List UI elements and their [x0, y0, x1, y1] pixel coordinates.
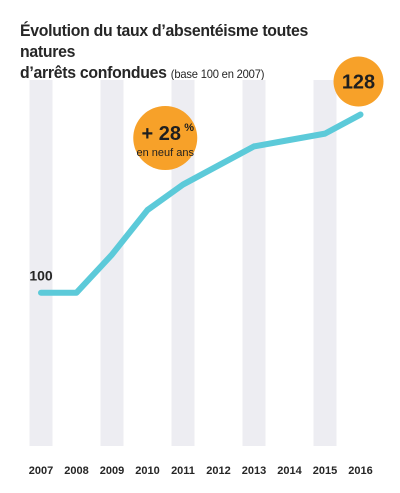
x-tick-2008: 2008: [64, 465, 88, 477]
x-tick-2009: 2009: [100, 465, 124, 477]
x-tick-2011: 2011: [171, 465, 195, 477]
year-band-2009: [100, 80, 124, 446]
x-tick-2016: 2016: [348, 465, 372, 477]
title-subtitle: (base 100 en 2007): [170, 67, 265, 81]
x-tick-2012: 2012: [206, 465, 230, 477]
year-band-2007: [29, 80, 53, 446]
title-line-1: Évolution du taux d’absentéisme toutes n…: [20, 21, 309, 61]
year-band-2013: [242, 80, 266, 446]
growth-bubble: [133, 106, 198, 170]
growth-unit-label: %: [184, 122, 194, 134]
x-tick-2013: 2013: [242, 465, 266, 477]
end-value-label: 128: [342, 72, 375, 94]
value-labels: 100 128 + 28 % en neuf ans: [29, 56, 384, 284]
x-tick-2010: 2010: [135, 465, 159, 477]
series-line-group: [38, 111, 364, 296]
x-tick-labels: 2007 2008 2009 2010 2011 2012 2013 2014 2015 2016: [29, 465, 373, 477]
year-band-2011: [171, 80, 195, 446]
year-band-2015: [313, 80, 337, 446]
growth-value-label: + 28: [142, 123, 181, 145]
x-tick-2014: 2014: [277, 465, 302, 477]
end-value-bubble: [333, 56, 384, 107]
x-tick-2015: 2015: [313, 465, 337, 477]
x-tick-2007: 2007: [29, 465, 53, 477]
start-value-label: 100: [29, 268, 53, 284]
title-line-2: d’arrêts confondues: [20, 63, 167, 82]
chart-title: Évolution du taux d’absentéisme toutes n…: [20, 20, 364, 85]
growth-caption: en neuf ans: [137, 147, 195, 159]
year-bands: [29, 80, 337, 446]
series-line: [38, 111, 364, 296]
